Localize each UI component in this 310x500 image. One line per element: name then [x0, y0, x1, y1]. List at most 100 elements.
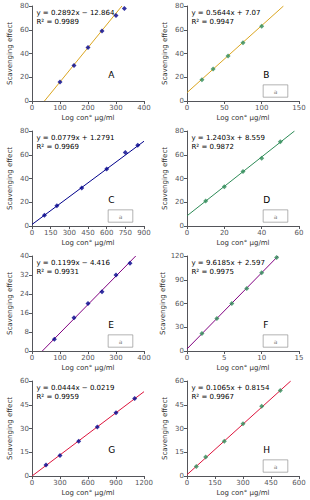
svg-text:R² = 0.9975: R² = 0.9975	[191, 268, 233, 276]
svg-text:40: 40	[175, 50, 184, 58]
svg-text:R² = 0.9989: R² = 0.9989	[36, 18, 78, 26]
svg-text:R² = 0.9947: R² = 0.9947	[191, 18, 233, 26]
svg-text:R² = 0.9969: R² = 0.9969	[36, 143, 78, 151]
svg-text:10: 10	[257, 354, 266, 362]
svg-text:60: 60	[20, 377, 29, 385]
svg-text:1200: 1200	[135, 479, 153, 487]
svg-text:Scavenging effect: Scavenging effect	[159, 272, 167, 335]
svg-text:0: 0	[185, 479, 189, 487]
svg-text:45: 45	[175, 401, 184, 409]
svg-text:0: 0	[180, 222, 184, 230]
svg-text:a: a	[274, 338, 278, 345]
svg-text:Log con° μg/ml: Log con° μg/ml	[216, 114, 269, 122]
svg-text:80: 80	[175, 2, 184, 10]
svg-text:0: 0	[30, 354, 34, 362]
svg-text:450: 450	[264, 479, 277, 487]
svg-text:600: 600	[100, 229, 113, 237]
svg-text:a: a	[274, 463, 278, 470]
svg-text:A: A	[108, 70, 115, 80]
svg-text:Log con° μg/ml: Log con° μg/ml	[61, 364, 114, 372]
svg-text:24: 24	[20, 290, 29, 298]
svg-text:y = 0.0779x + 1.2791: y = 0.0779x + 1.2791	[36, 134, 114, 142]
svg-text:30: 30	[175, 323, 184, 331]
svg-text:20: 20	[220, 229, 229, 237]
svg-text:a: a	[119, 213, 123, 220]
svg-text:y = 0.1199x − 4.416: y = 0.1199x − 4.416	[36, 259, 110, 267]
svg-text:40: 40	[20, 50, 29, 58]
svg-text:20: 20	[175, 73, 184, 81]
svg-text:900: 900	[109, 479, 122, 487]
svg-text:300: 300	[63, 229, 76, 237]
svg-text:Scavenging effect: Scavenging effect	[6, 272, 14, 335]
svg-text:60: 60	[175, 300, 184, 308]
svg-text:300: 300	[109, 354, 122, 362]
svg-text:60: 60	[295, 229, 304, 237]
svg-text:15: 15	[295, 354, 304, 362]
svg-text:R² = 0.9872: R² = 0.9872	[191, 143, 233, 151]
svg-text:80: 80	[20, 2, 29, 10]
svg-text:80: 80	[20, 127, 29, 135]
svg-text:G: G	[108, 445, 115, 455]
svg-text:Log con° μg/ml: Log con° μg/ml	[216, 239, 269, 247]
svg-text:30: 30	[20, 425, 29, 433]
svg-text:D: D	[263, 195, 270, 205]
svg-text:90: 90	[175, 276, 184, 284]
svg-text:200: 200	[81, 354, 94, 362]
svg-text:Log con° μg/ml: Log con° μg/ml	[61, 114, 114, 122]
svg-text:Log con° μg/ml: Log con° μg/ml	[216, 489, 269, 497]
svg-text:R² = 0.9931: R² = 0.9931	[36, 268, 78, 276]
svg-text:8: 8	[25, 328, 29, 336]
svg-text:Scavenging effect: Scavenging effect	[161, 147, 169, 210]
svg-text:Scavenging effect: Scavenging effect	[161, 397, 169, 460]
svg-text:a: a	[274, 213, 278, 220]
svg-text:150: 150	[208, 479, 221, 487]
svg-text:0: 0	[185, 229, 189, 237]
svg-text:120: 120	[171, 252, 184, 260]
svg-text:40: 40	[20, 252, 29, 260]
svg-text:a: a	[274, 88, 278, 95]
svg-text:0: 0	[185, 354, 189, 362]
svg-text:20: 20	[175, 198, 184, 206]
svg-text:15: 15	[20, 448, 29, 456]
svg-text:y = 9.6185x + 2.597: y = 9.6185x + 2.597	[191, 259, 264, 267]
svg-text:20: 20	[20, 73, 29, 81]
svg-text:600: 600	[292, 479, 305, 487]
svg-text:450: 450	[81, 229, 94, 237]
svg-text:0: 0	[25, 222, 29, 230]
svg-text:60: 60	[175, 377, 184, 385]
svg-text:0: 0	[180, 347, 184, 355]
svg-text:Scavenging effect: Scavenging effect	[6, 22, 14, 85]
svg-text:a: a	[119, 338, 123, 345]
svg-text:600: 600	[81, 479, 94, 487]
svg-text:y = 0.0444x − 0.0219: y = 0.0444x − 0.0219	[36, 384, 114, 392]
svg-text:Scavenging effect: Scavenging effect	[161, 22, 169, 85]
svg-text:300: 300	[53, 479, 66, 487]
svg-text:100: 100	[53, 354, 66, 362]
svg-text:300: 300	[109, 104, 122, 112]
svg-text:150: 150	[44, 229, 57, 237]
svg-text:C: C	[108, 195, 114, 205]
svg-text:45: 45	[20, 401, 29, 409]
svg-text:y = 0.2892x − 12.864: y = 0.2892x − 12.864	[36, 9, 114, 17]
svg-text:0: 0	[185, 104, 189, 112]
svg-text:5: 5	[222, 354, 226, 362]
svg-text:F: F	[263, 320, 268, 330]
svg-text:16: 16	[20, 309, 29, 317]
svg-text:B: B	[263, 70, 269, 80]
svg-text:0: 0	[30, 104, 34, 112]
svg-text:R² = 0.9967: R² = 0.9967	[191, 393, 233, 401]
svg-text:200: 200	[81, 104, 94, 112]
svg-text:60: 60	[175, 26, 184, 34]
svg-text:y = 0.1065x + 0.8154: y = 0.1065x + 0.8154	[191, 384, 269, 392]
svg-text:0: 0	[180, 472, 184, 480]
svg-text:Log con° μg/ml: Log con° μg/ml	[61, 489, 114, 497]
svg-text:40: 40	[175, 175, 184, 183]
svg-text:15: 15	[175, 448, 184, 456]
svg-text:150: 150	[292, 104, 305, 112]
svg-text:30: 30	[175, 425, 184, 433]
svg-text:50: 50	[220, 104, 229, 112]
svg-text:100: 100	[53, 104, 66, 112]
svg-text:400: 400	[137, 104, 150, 112]
svg-text:20: 20	[20, 198, 29, 206]
svg-text:Scavenging effect: Scavenging effect	[6, 397, 14, 460]
